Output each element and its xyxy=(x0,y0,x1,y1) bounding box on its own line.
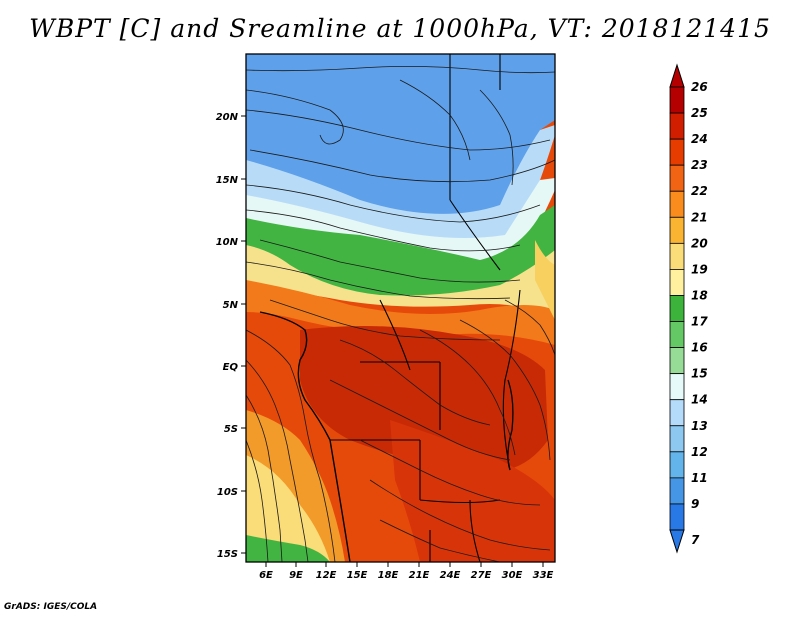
colorbar-swatch xyxy=(669,321,685,348)
colorbar-swatch xyxy=(669,347,685,375)
grads-credit: GrADS: IGES/COLA xyxy=(4,602,98,612)
orange-band xyxy=(246,280,555,345)
lon-label: 18E xyxy=(378,570,399,581)
cyan-band xyxy=(246,178,555,268)
colorbar: 26 25 24 23 22 21 20 19 18 17 16 15 14 13 12 11 9 7 xyxy=(669,63,708,554)
colorbar-label: 7 xyxy=(691,533,700,547)
streamlines xyxy=(246,66,555,562)
colorbar-label: 22 xyxy=(691,184,708,198)
lon-label: 12E xyxy=(316,570,337,581)
colorbar-label: 15 xyxy=(691,367,708,381)
colorbar-swatch xyxy=(669,399,685,427)
colorbar-swatch xyxy=(669,112,685,140)
colorbar-label: 18 xyxy=(691,288,708,302)
lon-label: 9E xyxy=(289,570,303,581)
colorbar-swatch xyxy=(669,477,685,505)
colorbar-label: 13 xyxy=(691,419,708,433)
lon-label: 30E xyxy=(502,570,523,581)
colorbar-label: 17 xyxy=(691,315,708,329)
colorbar-swatch xyxy=(669,295,685,322)
lat-label: 15N xyxy=(216,175,239,186)
lon-label: 27E xyxy=(471,570,492,581)
sw-green xyxy=(246,535,330,562)
colorbar-swatch xyxy=(669,503,685,531)
colorbar-label: 23 xyxy=(691,158,708,172)
colorbar-label: 24 xyxy=(691,132,708,146)
axis-ticks xyxy=(241,115,544,567)
yellow-band xyxy=(246,245,555,320)
colorbar-label: 25 xyxy=(691,106,708,120)
lon-label: 21E xyxy=(409,570,430,581)
map-frame xyxy=(245,53,556,563)
colorbar-swatch xyxy=(669,269,685,296)
colorbar-label: 19 xyxy=(691,262,708,276)
warm-core-2 xyxy=(390,420,555,562)
lake-outline xyxy=(507,379,514,471)
colorbar-label: 11 xyxy=(691,471,708,485)
lat-label: 20N xyxy=(216,112,239,123)
colorbar-arrow-bottom xyxy=(669,529,685,554)
colorbar-label: 16 xyxy=(691,341,708,355)
colorbar-swatch xyxy=(669,190,685,218)
colorbar-swatch xyxy=(669,138,685,166)
colorbar-swatch xyxy=(669,425,685,453)
colorbar-swatch xyxy=(669,164,685,192)
coastline xyxy=(259,311,351,562)
colorbar-swatch xyxy=(669,373,685,401)
lat-label: EQ xyxy=(223,362,239,373)
colorbar-label: 26 xyxy=(691,80,708,94)
lat-label: 5S xyxy=(224,424,238,435)
colorbar-swatch xyxy=(669,242,685,270)
lon-label: 24E xyxy=(440,570,461,581)
lat-label: 10S xyxy=(217,487,238,498)
map-plot xyxy=(246,54,555,562)
colorbar-arrow-top xyxy=(669,63,685,88)
lat-label: 15S xyxy=(217,549,238,560)
colorbar-label: 14 xyxy=(691,393,708,407)
colorbar-swatch xyxy=(669,86,685,114)
colorbar-swatch xyxy=(669,451,685,479)
colorbar-label: 20 xyxy=(691,236,708,250)
colorbar-label: 9 xyxy=(691,497,699,511)
colorbar-swatch xyxy=(669,216,685,244)
green-band xyxy=(246,205,555,300)
lon-label: 6E xyxy=(259,570,273,581)
lon-label: 15E xyxy=(347,570,368,581)
east-yellow xyxy=(535,240,555,320)
chart-title: WBPT [C] and Sreamline at 1000hPa, VT: 2… xyxy=(29,14,771,43)
sw-pale xyxy=(246,440,340,562)
lon-label: 33E xyxy=(533,570,554,581)
colorbar-label: 12 xyxy=(691,445,708,459)
colorbar-label: 21 xyxy=(691,210,708,224)
lat-label: 5N xyxy=(223,300,239,311)
lat-label: 10N xyxy=(216,237,239,248)
